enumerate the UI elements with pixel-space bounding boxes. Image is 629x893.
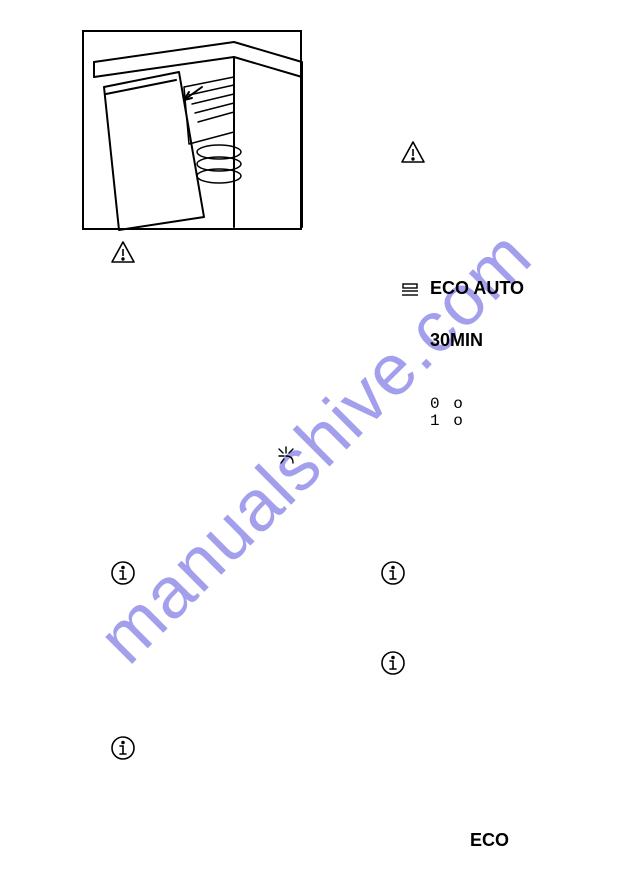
info-icon bbox=[380, 560, 406, 586]
dishwasher-illustration bbox=[84, 32, 304, 232]
manual-page: { "watermark": { "text": "manualshive.co… bbox=[0, 0, 629, 893]
illustration-frame bbox=[82, 30, 302, 230]
warning-icon bbox=[400, 140, 426, 166]
info-icon bbox=[110, 735, 136, 761]
warning-icon bbox=[110, 240, 136, 266]
label-eco-auto: ECO AUTO bbox=[430, 278, 524, 299]
spray-icon bbox=[275, 445, 297, 467]
label-eco: ECO bbox=[470, 830, 509, 851]
segment-row-2: 1 o bbox=[430, 412, 465, 430]
label-30min: 30MIN bbox=[430, 330, 483, 351]
segment-row-1: 0 o bbox=[430, 395, 465, 413]
stack-icon bbox=[400, 282, 420, 300]
info-icon bbox=[110, 560, 136, 586]
info-icon bbox=[380, 650, 406, 676]
